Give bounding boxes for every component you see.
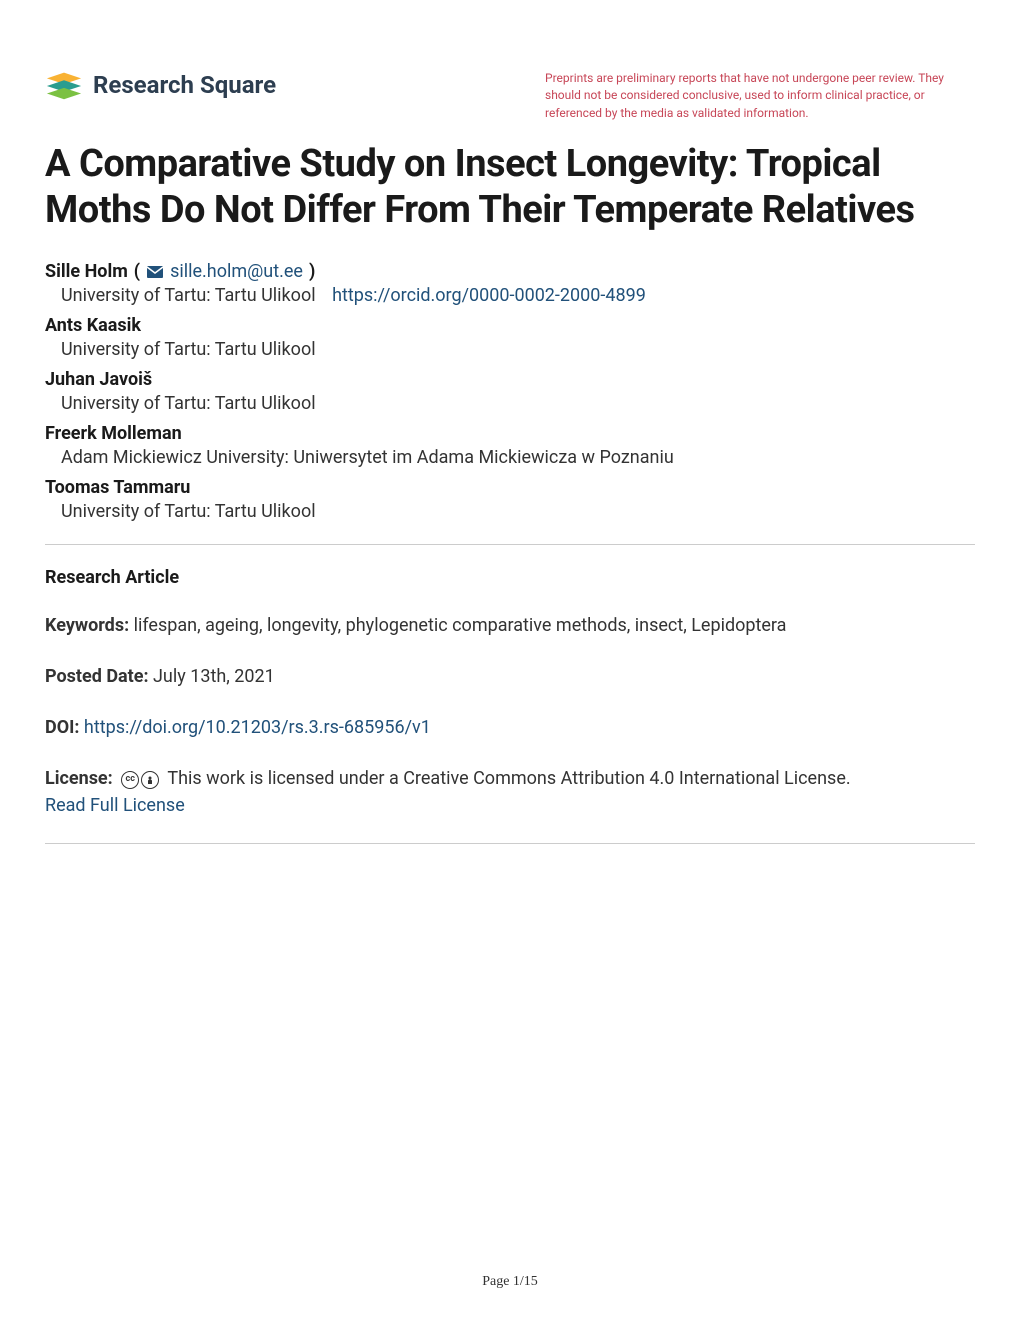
keywords-row: Keywords: lifespan, ageing, longevity, p… (45, 612, 975, 639)
author-block: Freerk Molleman Adam Mickiewicz Universi… (45, 423, 975, 468)
author-affiliation: University of Tartu: Tartu Ulikool (45, 393, 975, 414)
keywords-label: Keywords: (45, 615, 129, 636)
doi-label: DOI: (45, 717, 79, 738)
author-name: Sille Holm ( sille.holm@ut.ee ) (45, 261, 975, 282)
author-affiliation: University of Tartu: Tartu Ulikool https… (45, 285, 975, 306)
author-block: Sille Holm ( sille.holm@ut.ee ) Universi… (45, 261, 975, 306)
paper-title: A Comparative Study on Insect Longevity:… (45, 142, 975, 233)
cc-icons: cc (121, 771, 159, 789)
author-name: Toomas Tammaru (45, 477, 975, 498)
affiliation-text: University of Tartu: Tartu Ulikool (61, 285, 316, 306)
divider (45, 544, 975, 545)
author-block: Toomas Tammaru University of Tartu: Tart… (45, 477, 975, 522)
posted-date-text: July 13th, 2021 (153, 666, 275, 687)
author-name: Juhan Javoiš (45, 369, 975, 390)
logo-mark-icon (45, 70, 83, 100)
author-affiliation: University of Tartu: Tartu Ulikool (45, 339, 975, 360)
divider (45, 843, 975, 844)
doi-row: DOI: https://doi.org/10.21203/rs.3.rs-68… (45, 714, 975, 741)
logo-text: Research Square (93, 71, 276, 99)
author-affiliation: Adam Mickiewicz University: Uniwersytet … (45, 447, 975, 468)
corresponding-paren-close: ) (309, 261, 315, 282)
corresponding-paren: ( (134, 261, 140, 282)
cc-icon: cc (121, 771, 139, 789)
keywords-text: lifespan, ageing, longevity, phylogeneti… (134, 615, 787, 636)
header: Research Square Preprints are preliminar… (45, 70, 975, 122)
orcid-link[interactable]: https://orcid.org/0000-0002-2000-4899 (332, 285, 646, 306)
author-email[interactable]: sille.holm@ut.ee (170, 261, 303, 282)
license-link[interactable]: Read Full License (45, 795, 185, 816)
license-row: License: cc This work is licensed under … (45, 765, 975, 819)
posted-date-label: Posted Date: (45, 666, 149, 687)
author-name: Freerk Molleman (45, 423, 975, 444)
author-name: Ants Kaasik (45, 315, 975, 336)
doi-link[interactable]: https://doi.org/10.21203/rs.3.rs-685956/… (84, 717, 431, 738)
disclaimer-text: Preprints are preliminary reports that h… (545, 70, 975, 122)
license-text: This work is licensed under a Creative C… (167, 768, 850, 789)
article-type: Research Article (45, 567, 975, 588)
authors-list: Sille Holm ( sille.holm@ut.ee ) Universi… (45, 261, 975, 522)
page-number: Page 1/15 (482, 1274, 538, 1290)
author-affiliation: University of Tartu: Tartu Ulikool (45, 501, 975, 522)
cc-by-icon (141, 771, 159, 789)
posted-date-row: Posted Date: July 13th, 2021 (45, 663, 975, 690)
license-label: License: (45, 768, 113, 789)
logo[interactable]: Research Square (45, 70, 276, 100)
author-block: Juhan Javoiš University of Tartu: Tartu … (45, 369, 975, 414)
author-block: Ants Kaasik University of Tartu: Tartu U… (45, 315, 975, 360)
email-icon (146, 265, 164, 279)
author-name-text: Sille Holm (45, 261, 128, 282)
